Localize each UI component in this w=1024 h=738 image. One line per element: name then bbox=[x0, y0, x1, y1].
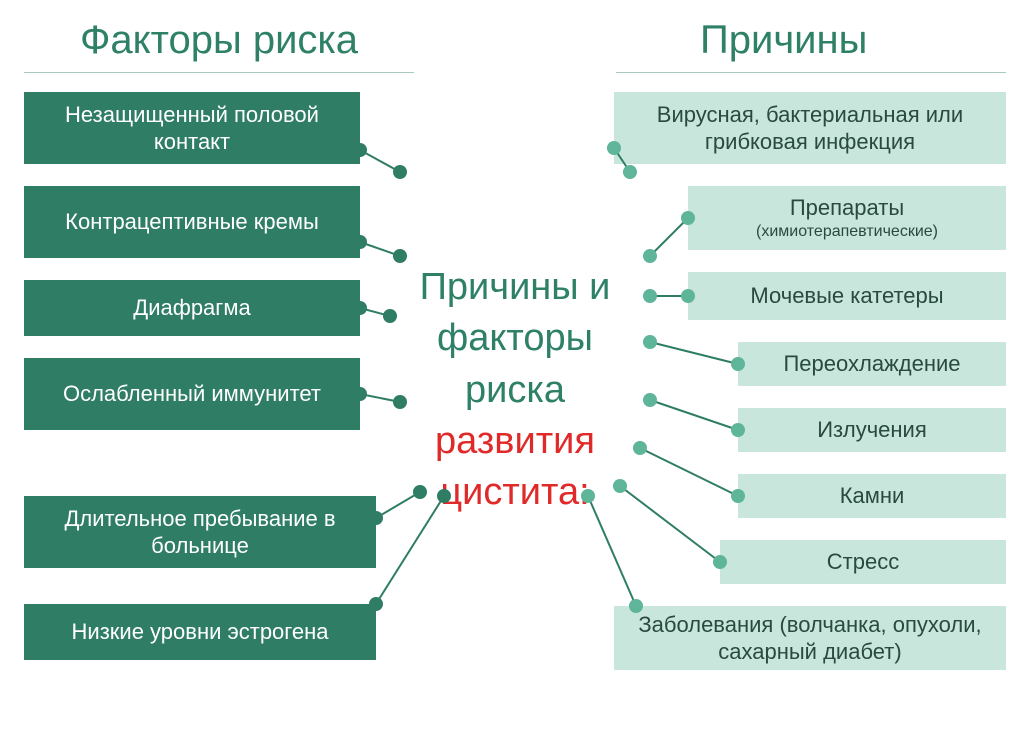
risk-factor-box: Ослабленный иммунитет bbox=[24, 358, 360, 430]
risk-factor-box: Длительное пребывание в больнице bbox=[24, 496, 376, 568]
divider-left bbox=[24, 72, 414, 73]
risk-factor-label: Низкие уровни эстрогена bbox=[72, 618, 329, 646]
center-line2: развития цистита: bbox=[390, 416, 640, 519]
risk-factor-label: Незащищенный половой контакт bbox=[38, 101, 346, 156]
cause-label: Переохлаждение bbox=[783, 350, 960, 378]
risk-factor-box: Незащищенный половой контакт bbox=[24, 92, 360, 164]
cause-box: Переохлаждение bbox=[738, 342, 1006, 386]
risk-factor-box: Низкие уровни эстрогена bbox=[24, 604, 376, 660]
cause-box: Камни bbox=[738, 474, 1006, 518]
divider-right bbox=[616, 72, 1006, 73]
cause-label: Излучения bbox=[817, 416, 927, 444]
cause-sublabel: (химиотерапевтические) bbox=[756, 222, 938, 242]
cause-box: Вирусная, бактериальная или грибковая ин… bbox=[614, 92, 1006, 164]
cause-label: Препараты bbox=[790, 194, 904, 222]
risk-factor-label: Диафрагма bbox=[133, 294, 250, 322]
center-line1: Причины и факторы риска bbox=[390, 262, 640, 416]
risk-factor-label: Длительное пребывание в больнице bbox=[38, 505, 362, 560]
cause-label: Заболевания (волчанка, опухоли, сахарный… bbox=[628, 611, 992, 666]
cause-label: Вирусная, бактериальная или грибковая ин… bbox=[628, 101, 992, 156]
cause-label: Камни bbox=[840, 482, 905, 510]
cause-box: Заболевания (волчанка, опухоли, сахарный… bbox=[614, 606, 1006, 670]
risk-factor-label: Контрацептивные кремы bbox=[65, 208, 319, 236]
risk-factor-box: Контрацептивные кремы bbox=[24, 186, 360, 258]
risk-factor-label: Ослабленный иммунитет bbox=[63, 380, 321, 408]
center-title: Причины и факторы риска развития цистита… bbox=[390, 262, 640, 518]
cause-label: Стресс bbox=[827, 548, 899, 576]
cause-box: Излучения bbox=[738, 408, 1006, 452]
risk-factor-box: Диафрагма bbox=[24, 280, 360, 336]
header-left: Факторы риска bbox=[80, 18, 358, 63]
cause-box: Мочевые катетеры bbox=[688, 272, 1006, 320]
header-right: Причины bbox=[700, 18, 867, 63]
cause-box: Стресс bbox=[720, 540, 1006, 584]
cause-label: Мочевые катетеры bbox=[750, 282, 943, 310]
cause-box: Препараты(химиотерапевтические) bbox=[688, 186, 1006, 250]
